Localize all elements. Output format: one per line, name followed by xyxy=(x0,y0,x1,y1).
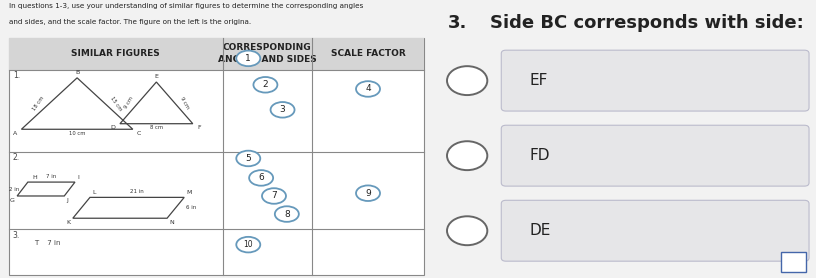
Text: 4: 4 xyxy=(366,85,370,93)
Text: H: H xyxy=(32,175,37,180)
Text: 2 in: 2 in xyxy=(9,187,20,192)
Text: 1.: 1. xyxy=(13,71,20,80)
Circle shape xyxy=(271,102,295,118)
Text: 3: 3 xyxy=(280,105,286,114)
Text: D: D xyxy=(111,125,116,130)
Text: DE: DE xyxy=(530,223,551,238)
Text: and sides, and the scale factor. The figure on the left is the origina.: and sides, and the scale factor. The fig… xyxy=(9,19,251,26)
Circle shape xyxy=(237,51,260,66)
Circle shape xyxy=(262,188,286,204)
Bar xyxy=(781,252,806,272)
Bar xyxy=(9,38,424,70)
Text: 18 cm: 18 cm xyxy=(31,95,45,112)
Text: 5: 5 xyxy=(246,154,251,163)
FancyBboxPatch shape xyxy=(501,200,809,261)
Text: In questions 1-3, use your understanding of similar figures to determine the cor: In questions 1-3, use your understanding… xyxy=(9,3,363,9)
Text: 10: 10 xyxy=(243,240,253,249)
FancyBboxPatch shape xyxy=(501,50,809,111)
Text: J: J xyxy=(66,198,69,203)
Text: 9 cm: 9 cm xyxy=(179,96,189,110)
Text: 21 in: 21 in xyxy=(131,189,144,194)
Circle shape xyxy=(237,151,260,166)
Text: 7 in: 7 in xyxy=(47,174,56,179)
Text: 9 cm: 9 cm xyxy=(123,96,134,110)
Text: 10 cm: 10 cm xyxy=(69,131,86,136)
Text: 6 in: 6 in xyxy=(186,205,197,210)
Text: L: L xyxy=(92,190,95,195)
Text: 2.: 2. xyxy=(13,153,20,162)
Text: M: M xyxy=(186,190,192,195)
Circle shape xyxy=(447,141,487,170)
Circle shape xyxy=(356,185,380,201)
Text: 7: 7 xyxy=(271,192,277,200)
Text: 9: 9 xyxy=(365,189,371,198)
Text: B: B xyxy=(75,70,79,75)
Text: I: I xyxy=(78,175,79,180)
Circle shape xyxy=(254,77,277,93)
Text: T    7 in: T 7 in xyxy=(34,240,60,247)
Text: SCALE FACTOR: SCALE FACTOR xyxy=(330,49,406,58)
Text: C: C xyxy=(137,131,141,136)
Text: FD: FD xyxy=(530,148,550,163)
Text: F: F xyxy=(197,125,201,130)
Text: K: K xyxy=(67,220,71,225)
FancyBboxPatch shape xyxy=(501,125,809,186)
Text: 8: 8 xyxy=(284,210,290,219)
Text: 1: 1 xyxy=(246,54,251,63)
Text: 6: 6 xyxy=(258,173,264,182)
Text: A: A xyxy=(13,131,17,136)
Text: E: E xyxy=(154,74,158,79)
Circle shape xyxy=(237,237,260,252)
Text: 3.: 3. xyxy=(448,14,467,32)
Circle shape xyxy=(356,81,380,97)
Circle shape xyxy=(249,170,273,186)
Text: 3.: 3. xyxy=(13,231,20,240)
Text: SIMILAR FIGURES: SIMILAR FIGURES xyxy=(71,49,160,58)
Text: EF: EF xyxy=(530,73,548,88)
Bar xyxy=(9,38,424,275)
Text: 15 cm: 15 cm xyxy=(109,95,123,112)
Circle shape xyxy=(275,206,299,222)
Text: 8 cm: 8 cm xyxy=(150,125,163,130)
Circle shape xyxy=(447,66,487,95)
Text: 2: 2 xyxy=(263,80,268,89)
Circle shape xyxy=(447,216,487,245)
Text: CORRESPONDING
ANGLES AND SIDES: CORRESPONDING ANGLES AND SIDES xyxy=(218,43,317,64)
Text: N: N xyxy=(169,220,174,225)
Text: G: G xyxy=(10,198,15,203)
Text: Side BC corresponds with side:: Side BC corresponds with side: xyxy=(490,14,804,32)
